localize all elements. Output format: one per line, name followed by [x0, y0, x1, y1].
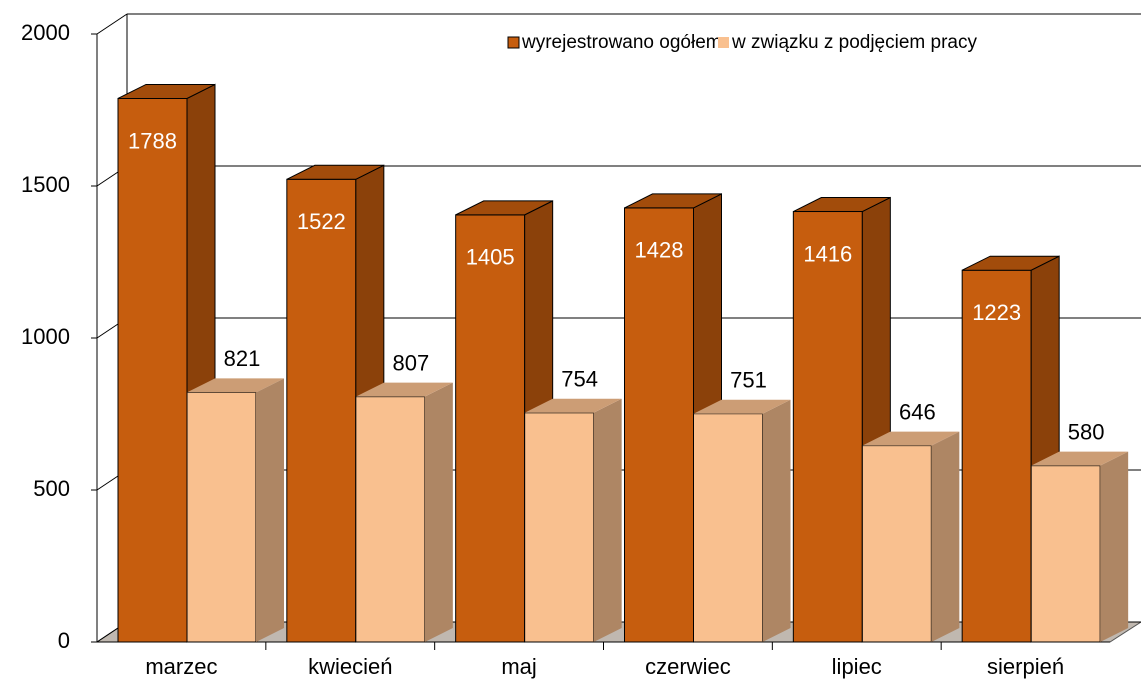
- x-tick-label: marzec: [145, 654, 217, 679]
- x-tick-label: sierpień: [987, 654, 1064, 679]
- bar-side: [762, 399, 791, 642]
- x-tick-label: maj: [501, 654, 536, 679]
- value-label: 1223: [972, 300, 1021, 325]
- y-tick-label: 1000: [21, 324, 70, 349]
- value-label: 751: [730, 368, 767, 393]
- value-label: 646: [899, 399, 936, 424]
- bar-top: [862, 431, 960, 446]
- value-label: 1416: [803, 241, 852, 266]
- value-label: 1522: [297, 209, 346, 234]
- bar-side: [424, 382, 453, 642]
- bar: [117, 97, 188, 643]
- bar-side: [256, 378, 284, 642]
- bar: [455, 214, 526, 643]
- bar: [624, 207, 694, 643]
- value-label: 821: [224, 346, 261, 371]
- bar-top: [1031, 451, 1129, 466]
- bar-top: [961, 255, 1060, 271]
- grid-line: [96, 13, 128, 35]
- legend-swatch: [507, 36, 520, 49]
- bar: [355, 396, 426, 643]
- y-tick-label: 2000: [21, 20, 70, 45]
- bar-top: [455, 200, 553, 216]
- y-tick-label: 0: [58, 628, 70, 653]
- bar-top: [524, 398, 622, 413]
- bar-top: [355, 382, 453, 397]
- value-label: 1405: [466, 245, 515, 270]
- value-label: 580: [1068, 419, 1105, 444]
- bar-side: [593, 398, 622, 642]
- bar-top: [793, 197, 891, 213]
- bar: [792, 211, 863, 643]
- legend-swatch: [718, 37, 729, 48]
- bar-top: [187, 378, 284, 393]
- bar: [693, 413, 763, 643]
- x-tick-label: czerwiec: [645, 654, 731, 679]
- bar-side: [1100, 451, 1129, 642]
- legend-label: wyrejestrowano ogółem: [521, 32, 722, 53]
- x-tick-label: kwiecień: [308, 654, 392, 679]
- bar-top: [693, 399, 791, 414]
- bar: [186, 391, 257, 643]
- bar: [861, 445, 932, 643]
- value-label: 1788: [128, 128, 177, 153]
- bar-side: [931, 431, 960, 642]
- bar: [1030, 465, 1101, 643]
- value-label: 807: [392, 350, 429, 375]
- legend-label: w związku z podjęciem pracy: [731, 32, 977, 53]
- bar: [286, 178, 357, 643]
- bar: [524, 412, 595, 643]
- bar: [961, 269, 1032, 643]
- bar-top: [624, 193, 722, 209]
- bar-top: [286, 164, 385, 180]
- y-tick-label: 500: [33, 476, 70, 501]
- value-label: 1428: [635, 238, 684, 263]
- bar-top: [117, 83, 216, 99]
- x-tick-label: lipiec: [832, 654, 882, 679]
- value-label: 754: [561, 367, 598, 392]
- y-tick-label: 1500: [21, 172, 70, 197]
